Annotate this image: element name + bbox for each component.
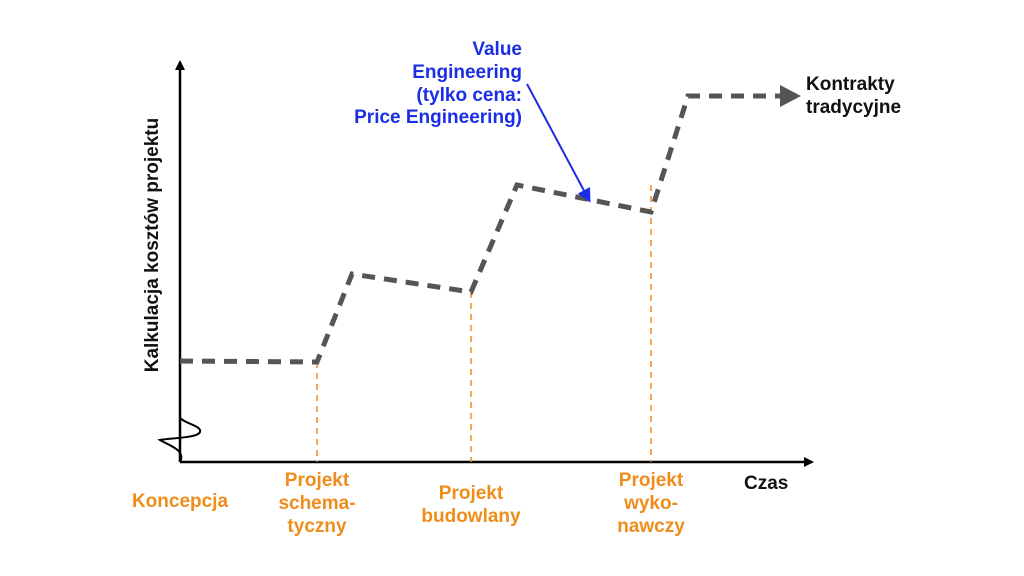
- x-axis-label: Czas: [744, 473, 789, 494]
- phase-label-execution: Projekt wyko- nawczy: [591, 470, 711, 538]
- end-label-line-1: Kontrakty: [806, 74, 895, 95]
- phase-building-line-2: budowlany: [421, 505, 521, 527]
- annotation-line-4: Price Engineering): [354, 107, 522, 129]
- annotation-line-1: Value: [472, 39, 522, 60]
- end-label-line-2: tradycyjne: [806, 96, 902, 118]
- cost-estimate-line: [179, 93, 780, 365]
- axis-break-squiggle: [157, 417, 202, 463]
- phase-execution-line-1: Projekt: [618, 470, 684, 491]
- phase-building-line-1: Projekt: [438, 483, 504, 504]
- phase-schematic-line-2: schema-: [278, 492, 356, 514]
- end-label: Kontrakty tradycyjne: [806, 74, 901, 120]
- phase-schematic-line-1: Projekt: [284, 470, 350, 491]
- phase-label-schematic: Projekt schema- tyczny: [257, 470, 377, 538]
- cost-line-arrowhead: [780, 85, 801, 107]
- annotation-line-3: (tylko cena:: [416, 84, 522, 106]
- phase-execution-line-2: wyko-: [624, 492, 678, 514]
- phase-schematic-line-3: tyczny: [287, 515, 347, 537]
- value-engineering-annotation: Value Engineering (tylko cena: Price Eng…: [352, 39, 522, 130]
- value-engineering-arrow: [526, 83, 591, 203]
- y-axis-label: Kalkulacja kosztów projektu: [142, 118, 163, 372]
- phase-execution-line-3: nawczy: [617, 515, 685, 537]
- phase-concept-line-1: Koncepcja: [131, 491, 229, 512]
- annotation-line-2: Engineering: [412, 61, 522, 83]
- phase-label-concept: Koncepcja: [120, 491, 240, 514]
- phase-label-building: Projekt budowlany: [411, 483, 531, 529]
